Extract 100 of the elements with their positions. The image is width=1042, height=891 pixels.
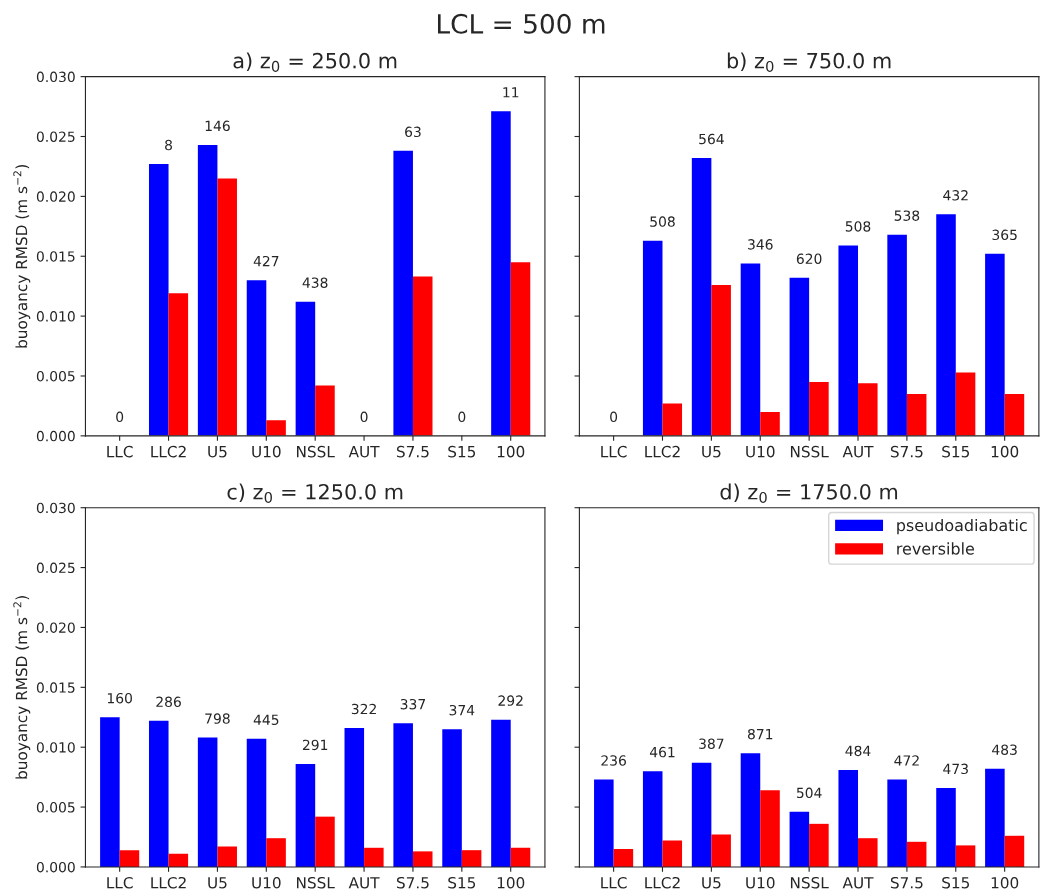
x-tick-label: 100	[991, 876, 1019, 889]
bar	[1004, 835, 1025, 867]
y-tick-label: 0.020	[36, 622, 75, 633]
y-tick-label: 0.030	[36, 502, 75, 514]
y-tick-label: 0.005	[36, 802, 75, 813]
annotation: 346	[748, 239, 773, 250]
x-tick-label: U10	[746, 876, 775, 889]
bar	[344, 728, 365, 867]
x-tick-label: U10	[746, 445, 775, 458]
chart-title: a) z$_{0}$ = 250.0 m	[233, 52, 397, 72]
annotation: 504	[796, 787, 822, 799]
bar	[985, 768, 1005, 867]
annotation: 473	[943, 763, 968, 775]
annotation: 461	[649, 746, 675, 758]
x-tick-label: U10	[252, 445, 281, 458]
bar	[613, 848, 634, 867]
annotation: 798	[205, 713, 230, 724]
annotation: 0	[610, 411, 618, 423]
bar	[1004, 393, 1025, 436]
annotation: 291	[302, 739, 328, 751]
bar	[809, 381, 829, 436]
annotation: 538	[894, 210, 920, 221]
bar	[266, 420, 286, 436]
annotation: 292	[498, 695, 523, 706]
bar	[740, 753, 761, 867]
bar	[148, 720, 169, 867]
bar	[510, 262, 531, 436]
annotation: 508	[845, 221, 871, 232]
x-tick-label: S7.5	[890, 445, 923, 458]
x-tick-label: LLC2	[151, 876, 186, 889]
bar	[887, 779, 907, 867]
bar	[168, 293, 189, 436]
legend-label: pseudoadiabatic	[897, 518, 1027, 535]
annotation: 483	[992, 744, 1017, 755]
bar	[662, 403, 683, 436]
annotation: 236	[601, 755, 626, 766]
y-axis-title: buoyancy RMSD (m s$^{−2}$)	[13, 165, 31, 348]
x-tick-label: 100	[991, 445, 1019, 458]
annotation: 11	[503, 87, 519, 98]
x-tick-label: S7.5	[890, 876, 923, 889]
bar	[642, 771, 663, 867]
chart-title: d) z$_{0}$ = 1750.0 m	[720, 483, 898, 503]
chart-title: b) z$_{0}$ = 750.0 m	[727, 52, 891, 72]
y-tick-label: 0.025	[36, 131, 75, 142]
annotation: 160	[107, 692, 132, 704]
x-tick-label: AUT	[842, 446, 874, 458]
bar	[711, 284, 731, 436]
bar	[491, 719, 511, 867]
y-tick-label: 0.020	[36, 191, 75, 202]
bar	[295, 763, 316, 867]
annotation: 387	[699, 738, 724, 749]
annotation: 427	[253, 255, 279, 267]
y-tick-label: 0.010	[36, 311, 75, 322]
y-tick-label: 0.015	[36, 682, 75, 693]
y-tick-label: 0.025	[36, 562, 75, 574]
text: LCL = 500 m	[438, 13, 605, 34]
bar	[295, 301, 316, 436]
bar	[858, 383, 878, 436]
bar	[119, 850, 140, 867]
bar	[936, 787, 956, 867]
annotation: 564	[699, 133, 724, 145]
bar	[662, 840, 683, 867]
bar	[887, 234, 907, 436]
x-tick-label: S15	[448, 876, 476, 889]
x-tick-label: AUT	[348, 877, 380, 889]
bar	[246, 280, 267, 436]
bar	[789, 277, 810, 436]
bar	[642, 240, 663, 436]
annotation: 63	[405, 126, 421, 138]
bar	[315, 816, 335, 867]
x-tick-label: U10	[252, 876, 281, 889]
x-tick-label: U5	[702, 446, 721, 458]
bar	[412, 851, 433, 867]
bar	[510, 847, 531, 867]
y-tick-label: 0.030	[36, 71, 75, 83]
bar	[985, 253, 1005, 436]
annotation: 146	[205, 120, 230, 132]
y-tick-label: 0.015	[36, 251, 75, 262]
x-tick-label: AUT	[842, 877, 874, 889]
bar	[906, 841, 927, 867]
x-tick-label: NSSL	[790, 876, 829, 889]
bar	[691, 762, 712, 867]
bar	[197, 737, 218, 867]
bar	[789, 811, 810, 867]
bar	[594, 779, 614, 867]
bar	[461, 850, 482, 867]
bar	[858, 838, 878, 867]
bar	[315, 385, 335, 436]
annotation: 445	[253, 714, 279, 726]
x-tick-label: LLC	[107, 445, 133, 458]
x-tick-label: S15	[942, 876, 970, 889]
bar	[393, 150, 413, 436]
annotation: 508	[650, 216, 675, 227]
x-tick-label: LLC	[601, 876, 627, 889]
x-tick-label: LLC2	[151, 445, 186, 458]
x-tick-label: U5	[208, 877, 227, 889]
x-tick-label: LLC2	[645, 445, 680, 458]
annotation: 365	[992, 229, 1017, 241]
bar	[760, 411, 780, 436]
annotation: 620	[796, 253, 822, 264]
